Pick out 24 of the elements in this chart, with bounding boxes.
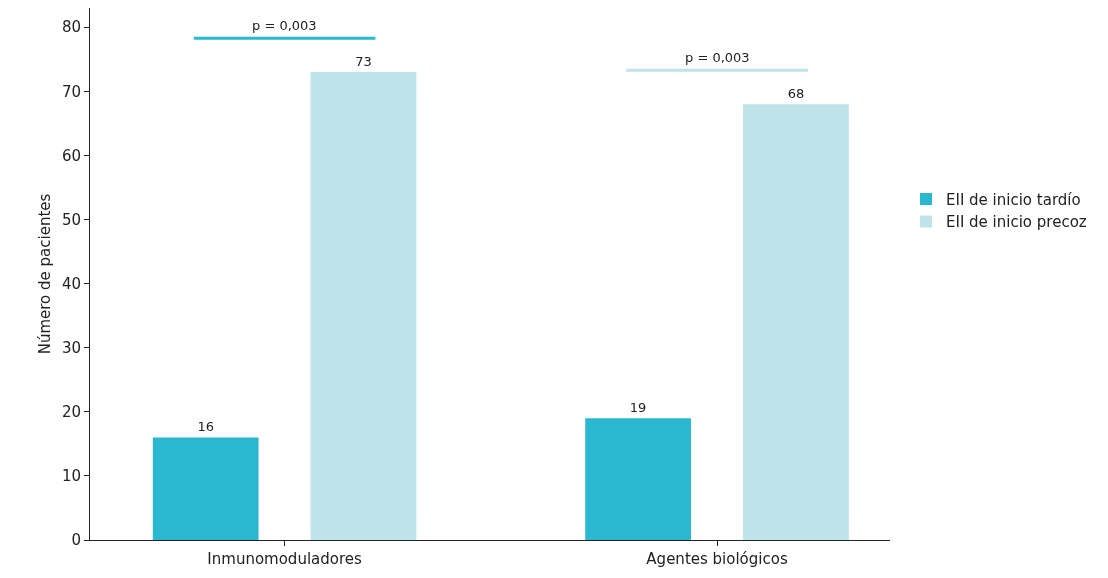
bar — [585, 418, 691, 540]
y-tick-label: 70 — [61, 82, 81, 101]
y-tick-label: 10 — [61, 467, 81, 486]
data-label: 68 — [787, 86, 805, 102]
legend-label: EII de inicio tardío — [946, 190, 1081, 209]
y-tick-label: 80 — [61, 18, 81, 37]
y-tick-label: 0 — [71, 531, 81, 550]
data-label: 16 — [197, 419, 214, 435]
y-tick-label: 40 — [61, 274, 81, 293]
y-tick-label: 20 — [61, 403, 81, 422]
data-label: 19 — [629, 400, 647, 416]
annotation: p = 0,003 — [685, 50, 750, 65]
x-tick-label: Inmunomoduladores — [207, 550, 363, 568]
x-tick-label: Agentes biológicos — [646, 550, 788, 568]
data-label: 73 — [355, 54, 372, 70]
bar — [152, 437, 259, 540]
y-tick-label: 60 — [61, 146, 81, 165]
legend-label: EII de inicio precoz — [946, 213, 1087, 232]
y-tick-label: 50 — [61, 210, 81, 229]
bar — [310, 72, 417, 540]
y-tick-label: 30 — [61, 338, 81, 357]
annotation: p = 0,003 — [252, 18, 317, 33]
y-axis-title: Número de pacientes — [36, 193, 54, 355]
bar — [743, 104, 849, 540]
